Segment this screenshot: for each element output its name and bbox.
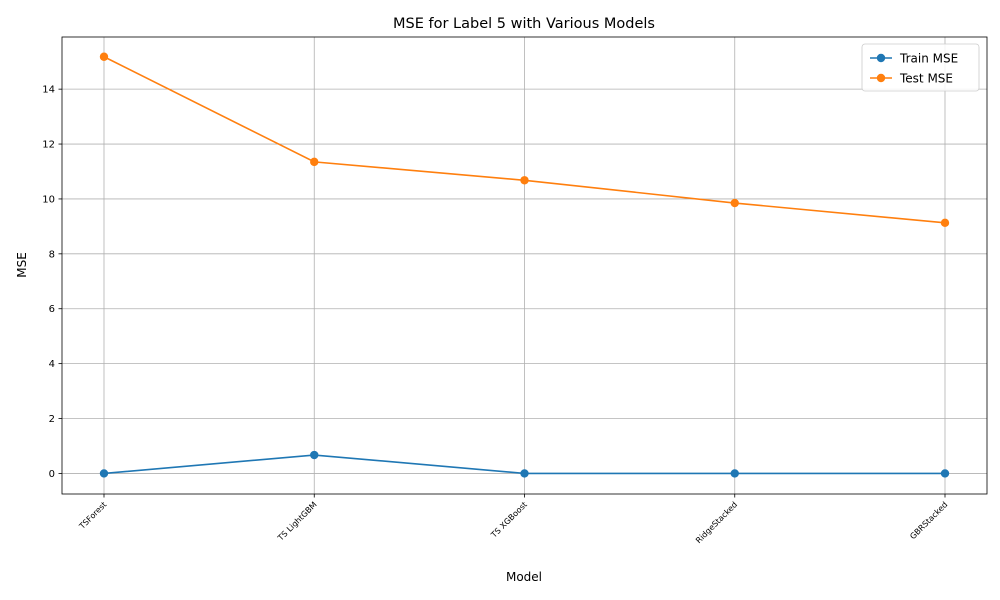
x-axis-label: Model bbox=[506, 570, 542, 584]
series-1-point bbox=[310, 450, 319, 460]
x-tick-label: TSForest bbox=[77, 500, 108, 531]
legend-box bbox=[861, 43, 980, 92]
y-axis: 0 2 4 6 8 10 12 14 bbox=[42, 85, 62, 480]
y-tick-label: 14 bbox=[42, 85, 55, 96]
y-axis-label: MSE bbox=[15, 252, 29, 278]
series-1-point bbox=[520, 469, 529, 478]
y-tick-label: 0 bbox=[49, 469, 55, 480]
series-2-point bbox=[99, 52, 109, 61]
series-2-point bbox=[520, 176, 529, 185]
y-tick-label: 12 bbox=[42, 140, 55, 151]
legend-label: Test MSE bbox=[899, 71, 953, 85]
series-1-point bbox=[99, 469, 109, 478]
legend-swatch-marker bbox=[876, 73, 886, 83]
series-2-point bbox=[940, 218, 950, 228]
x-tick-label: RidgeStacked bbox=[694, 500, 739, 545]
legend-swatch-marker bbox=[876, 53, 886, 63]
x-tick-label: TS LightGBM bbox=[275, 500, 318, 543]
y-tick-label: 10 bbox=[42, 194, 55, 205]
x-axis: TSForest TS LightGBM TS XGBoost RidgeStacke… bbox=[77, 494, 949, 545]
series-1-point bbox=[730, 469, 739, 478]
legend: Train MSE Test MSE bbox=[861, 43, 980, 92]
series-layer bbox=[99, 52, 950, 478]
series-2-point bbox=[310, 157, 319, 167]
y-tick-label: 8 bbox=[49, 249, 55, 260]
x-tick-label: TS XGBoost bbox=[489, 500, 529, 540]
y-tick-label: 6 bbox=[49, 304, 55, 315]
y-tick-label: 4 bbox=[49, 359, 55, 370]
series-1-point bbox=[940, 469, 950, 478]
series-2-point bbox=[730, 198, 739, 208]
grid-lines bbox=[62, 37, 987, 494]
y-tick-label: 2 bbox=[49, 414, 55, 425]
legend-label: Train MSE bbox=[899, 51, 958, 65]
x-tick-label: GBRStacked bbox=[908, 500, 949, 541]
chart-title: MSE for Label 5 with Various Models bbox=[393, 16, 655, 32]
